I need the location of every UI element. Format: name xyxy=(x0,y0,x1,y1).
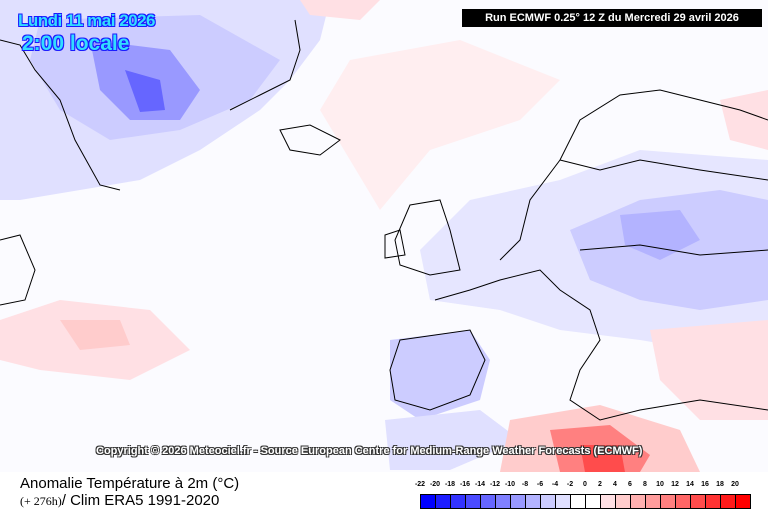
climatology-label: / Clim ERA5 1991-2020 xyxy=(61,492,220,509)
legend-label: 8 xyxy=(643,481,647,488)
legend-label: 4 xyxy=(613,481,617,488)
legend-swatch xyxy=(451,495,466,508)
legend-label: 2 xyxy=(598,481,602,488)
legend-swatch xyxy=(436,495,451,508)
legend-label: 18 xyxy=(716,481,724,488)
legend-label: -20 xyxy=(429,481,441,488)
legend-label: -6 xyxy=(536,481,544,488)
legend-swatch xyxy=(661,495,676,508)
map-subtitle: (+ 276h)/ Clim ERA5 1991-2020 xyxy=(20,492,219,509)
legend-swatch xyxy=(541,495,556,508)
legend-label: 10 xyxy=(656,481,664,488)
legend-label: -14 xyxy=(474,481,486,488)
legend-label: 6 xyxy=(628,481,632,488)
legend-swatch xyxy=(736,495,750,508)
legend-swatch xyxy=(571,495,586,508)
temperature-anomaly-map xyxy=(0,0,768,472)
legend-label: 16 xyxy=(701,481,709,488)
color-legend xyxy=(420,494,751,509)
legend-label: -22 xyxy=(414,481,426,488)
legend-swatch xyxy=(481,495,496,508)
legend-swatch xyxy=(526,495,541,508)
legend-swatch xyxy=(721,495,736,508)
legend-swatch xyxy=(691,495,706,508)
map-title: Anomalie Température à 2m (°C) xyxy=(20,475,240,492)
lead-time: (+ 276h) xyxy=(20,494,62,508)
anomaly-area-cold-iberia xyxy=(390,330,490,420)
legend-label: -12 xyxy=(489,481,501,488)
legend-swatch xyxy=(616,495,631,508)
legend-swatch xyxy=(646,495,661,508)
legend-swatch xyxy=(556,495,571,508)
legend-swatch xyxy=(586,495,601,508)
model-run-label: Run ECMWF 0.25° 12 Z du Mercredi 29 avri… xyxy=(462,9,762,27)
legend-swatch xyxy=(466,495,481,508)
legend-label: -16 xyxy=(459,481,471,488)
legend-label: 0 xyxy=(583,481,587,488)
legend-swatch xyxy=(421,495,436,508)
legend-label: -2 xyxy=(566,481,574,488)
legend-labels: -22 -20 -18 -16 -14 -12 -10 -8 -6 -4 -2 0 2 4 6 8 10 12 14… xyxy=(414,481,744,491)
legend-swatch xyxy=(511,495,526,508)
legend-label: 20 xyxy=(731,481,739,488)
legend-swatch xyxy=(496,495,511,508)
legend-label: -4 xyxy=(551,481,559,488)
anomaly-area-warm-atlantic xyxy=(320,40,560,210)
legend-swatch xyxy=(601,495,616,508)
coastlines xyxy=(0,19,768,421)
legend-label: 12 xyxy=(671,481,679,488)
legend-label: -18 xyxy=(444,481,456,488)
legend-label: 14 xyxy=(686,481,694,488)
legend-swatch xyxy=(676,495,691,508)
legend-swatch xyxy=(631,495,646,508)
legend-label: -10 xyxy=(504,481,516,488)
legend-label: -8 xyxy=(521,481,529,488)
forecast-date: Lundi 11 mai 2026 xyxy=(18,11,156,30)
legend-swatch xyxy=(706,495,721,508)
forecast-time: 2:00 locale xyxy=(22,32,130,55)
copyright-text: Copyright © 2026 Meteociel.fr - Source E… xyxy=(96,445,643,457)
